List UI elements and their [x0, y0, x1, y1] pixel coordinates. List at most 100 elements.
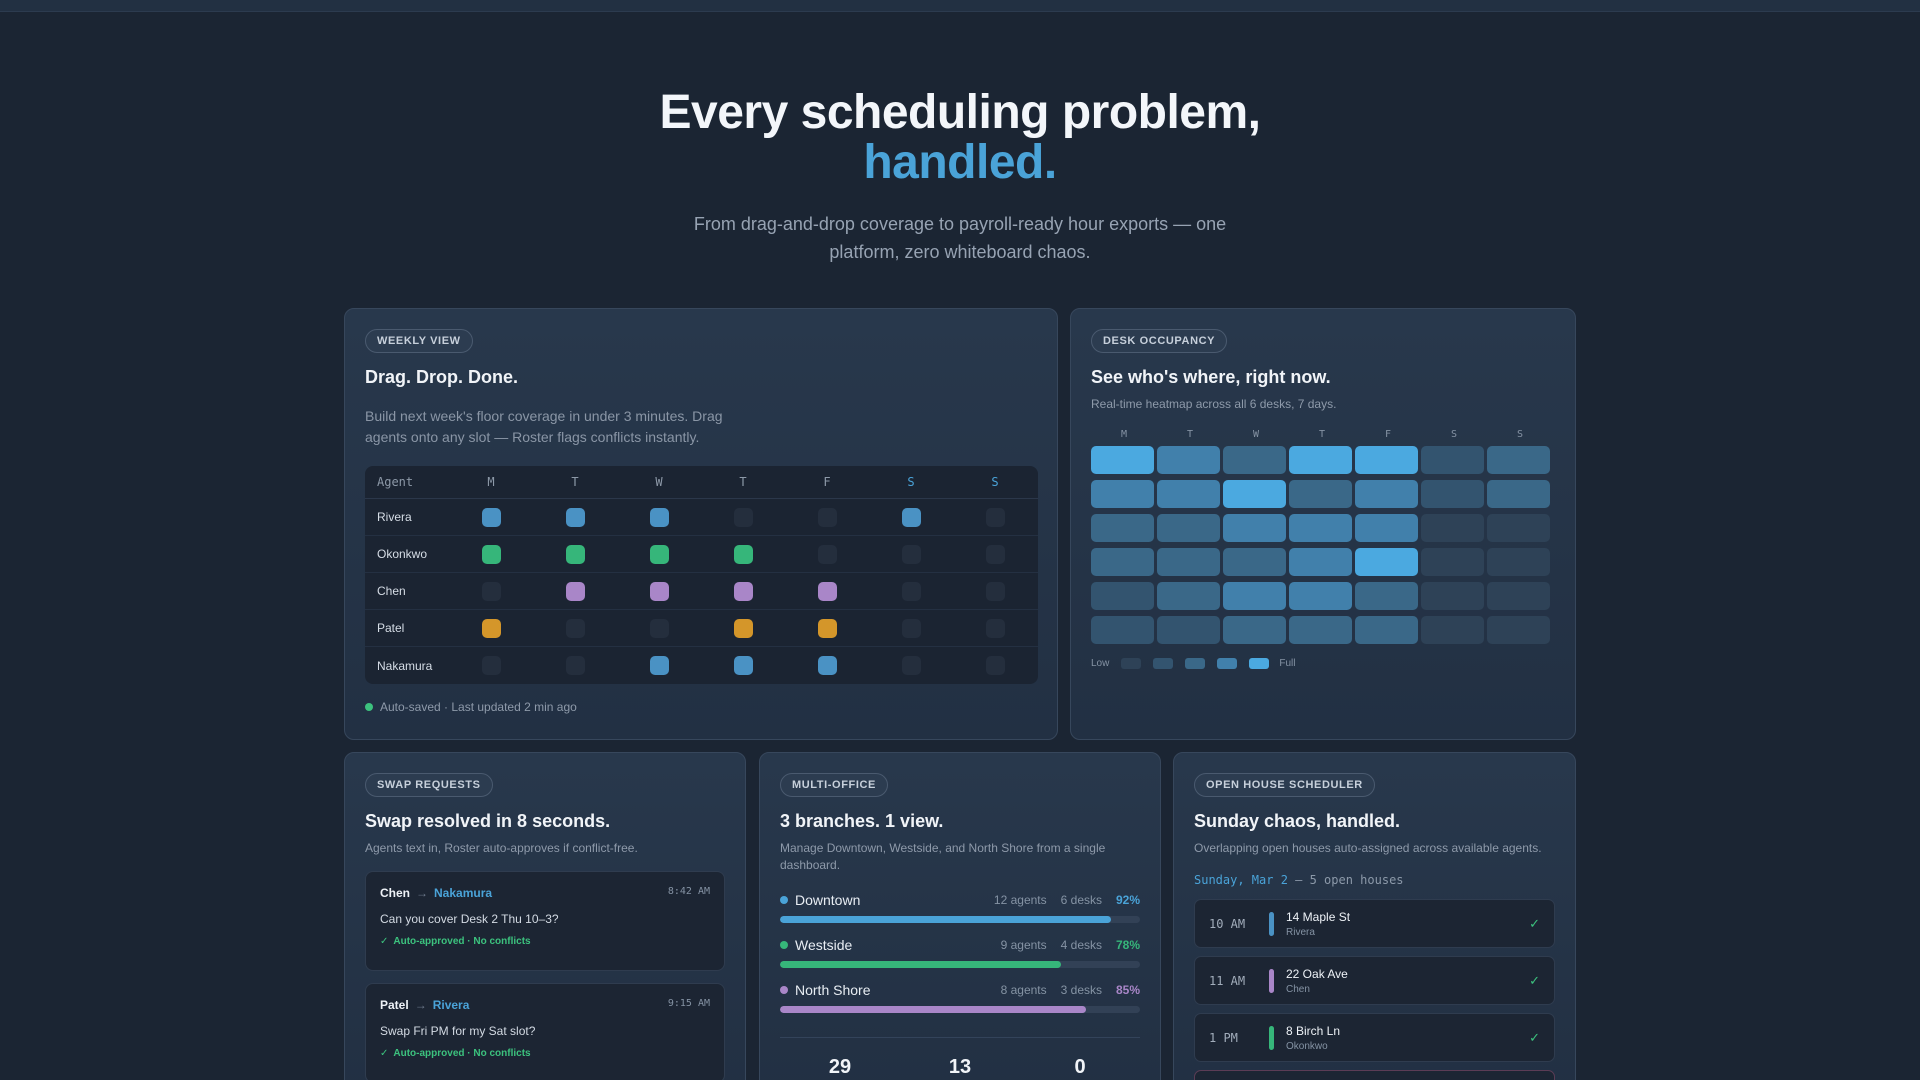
day-label: F — [823, 475, 831, 489]
schedule-cell[interactable] — [533, 618, 617, 638]
branch-meta: 8 agents 3 desks — [987, 983, 1102, 997]
empty-slot[interactable] — [817, 507, 837, 527]
schedule-cell[interactable] — [953, 581, 1037, 601]
schedule-cell[interactable] — [785, 618, 869, 638]
day-label: W — [655, 475, 663, 489]
branch-meta: 12 agents 6 desks — [980, 893, 1102, 907]
branch-item[interactable]: Downtown 12 agents 6 desks 92% — [780, 892, 1140, 923]
empty-slot[interactable] — [985, 656, 1005, 675]
hero: Every scheduling problem, handled. From … — [0, 88, 1920, 266]
empty-slot[interactable] — [901, 656, 921, 675]
schedule-cell[interactable] — [533, 544, 617, 564]
occupancy-heatmap — [1091, 446, 1555, 644]
heatmap-cell — [1421, 616, 1484, 644]
check-icon: ✓ — [380, 936, 389, 947]
assigned-slot[interactable] — [565, 507, 585, 527]
schedule-cell[interactable] — [785, 507, 869, 527]
branch-percent: 78% — [1115, 938, 1140, 952]
branch-progress-fill — [780, 916, 1112, 923]
slot-agent: Okonkwo — [1286, 1040, 1328, 1052]
empty-slot[interactable] — [985, 618, 1005, 638]
assigned-slot[interactable] — [565, 544, 585, 564]
assigned-slot[interactable] — [649, 544, 669, 564]
branch-progress-bar — [780, 961, 1140, 968]
empty-slot[interactable] — [565, 618, 585, 638]
empty-slot[interactable] — [481, 656, 501, 675]
schedule-cell[interactable] — [701, 618, 785, 638]
heatmap-cell — [1421, 446, 1484, 474]
heatmap-cell — [1355, 548, 1418, 576]
schedule-cell[interactable] — [617, 618, 701, 638]
heatmap-cell — [1223, 548, 1286, 576]
schedule-cell[interactable] — [449, 618, 533, 638]
assigned-slot[interactable] — [733, 656, 753, 675]
assigned-slot[interactable] — [649, 507, 669, 527]
empty-slot[interactable] — [985, 544, 1005, 564]
schedule-cell[interactable] — [449, 656, 533, 675]
assigned-slot[interactable] — [817, 656, 837, 675]
schedule-cell[interactable] — [869, 507, 953, 527]
assigned-slot[interactable] — [481, 618, 501, 638]
empty-slot[interactable] — [901, 618, 921, 638]
empty-slot[interactable] — [649, 618, 669, 638]
assigned-slot[interactable] — [565, 581, 585, 601]
schedule-cell[interactable] — [701, 507, 785, 527]
schedule-cell[interactable] — [785, 581, 869, 601]
heatmap-cell — [1355, 480, 1418, 508]
table-row: Rivera — [365, 499, 1038, 536]
heatmap-day-label: F — [1384, 429, 1392, 440]
schedule-cell[interactable] — [701, 544, 785, 564]
schedule-cell[interactable] — [701, 581, 785, 601]
assigned-slot[interactable] — [481, 544, 501, 564]
empty-slot[interactable] — [985, 581, 1005, 601]
schedule-cell[interactable] — [953, 618, 1037, 638]
schedule-cell[interactable] — [533, 581, 617, 601]
schedule-cell[interactable] — [785, 656, 869, 675]
assigned-slot[interactable] — [649, 656, 669, 675]
schedule-cell[interactable] — [953, 544, 1037, 564]
heatmap-row — [1091, 616, 1555, 644]
schedule-cell[interactable] — [869, 656, 953, 675]
schedule-cell[interactable] — [953, 507, 1037, 527]
schedule-cell[interactable] — [449, 581, 533, 601]
assigned-slot[interactable] — [481, 507, 501, 527]
grid-header-day: W — [617, 475, 701, 489]
schedule-cell[interactable] — [533, 507, 617, 527]
branch-item[interactable]: Westside 9 agents 4 desks 78% — [780, 937, 1140, 968]
schedule-cell[interactable] — [701, 656, 785, 675]
swap-requests-card: SWAP REQUESTS Swap resolved in 8 seconds… — [344, 752, 746, 1080]
swap-message[interactable]: Patel → Rivera 9:15 AM Swap Fri PM for my Sa… — [365, 983, 725, 1080]
assigned-slot[interactable] — [733, 581, 753, 601]
empty-slot[interactable] — [565, 656, 585, 675]
empty-slot[interactable] — [481, 581, 501, 601]
assigned-slot[interactable] — [733, 618, 753, 638]
schedule-cell[interactable] — [785, 544, 869, 564]
assigned-slot[interactable] — [901, 507, 921, 527]
branch-item[interactable]: North Shore 8 agents 3 desks 85% — [780, 982, 1140, 1013]
schedule-cell[interactable] — [869, 581, 953, 601]
schedule-cell[interactable] — [449, 507, 533, 527]
open-house-slot[interactable]: 11 AM 22 Oak Ave Chen ✓ — [1194, 956, 1555, 1005]
empty-slot[interactable] — [985, 507, 1005, 527]
schedule-cell[interactable] — [617, 581, 701, 601]
schedule-cell[interactable] — [617, 544, 701, 564]
schedule-cell[interactable] — [869, 544, 953, 564]
schedule-cell[interactable] — [617, 656, 701, 675]
open-house-slot[interactable]: 10 AM 14 Maple St Rivera ✓ — [1194, 899, 1555, 948]
empty-slot[interactable] — [901, 581, 921, 601]
open-house-slot[interactable]: 1 PM 8 Birch Ln Okonkwo ✓ — [1194, 1013, 1555, 1062]
schedule-cell[interactable] — [533, 656, 617, 675]
empty-slot[interactable] — [817, 544, 837, 564]
assigned-slot[interactable] — [649, 581, 669, 601]
swap-message[interactable]: Chen → Nakamura 8:42 AM Can you cover Desk 2… — [365, 871, 725, 971]
schedule-cell[interactable] — [617, 507, 701, 527]
schedule-cell[interactable] — [953, 656, 1037, 675]
empty-slot[interactable] — [901, 544, 921, 564]
assigned-slot[interactable] — [817, 618, 837, 638]
assigned-slot[interactable] — [817, 581, 837, 601]
assigned-slot[interactable] — [733, 544, 753, 564]
empty-slot[interactable] — [733, 507, 753, 527]
grid-header-day: T — [701, 475, 785, 489]
schedule-cell[interactable] — [869, 618, 953, 638]
schedule-cell[interactable] — [449, 544, 533, 564]
